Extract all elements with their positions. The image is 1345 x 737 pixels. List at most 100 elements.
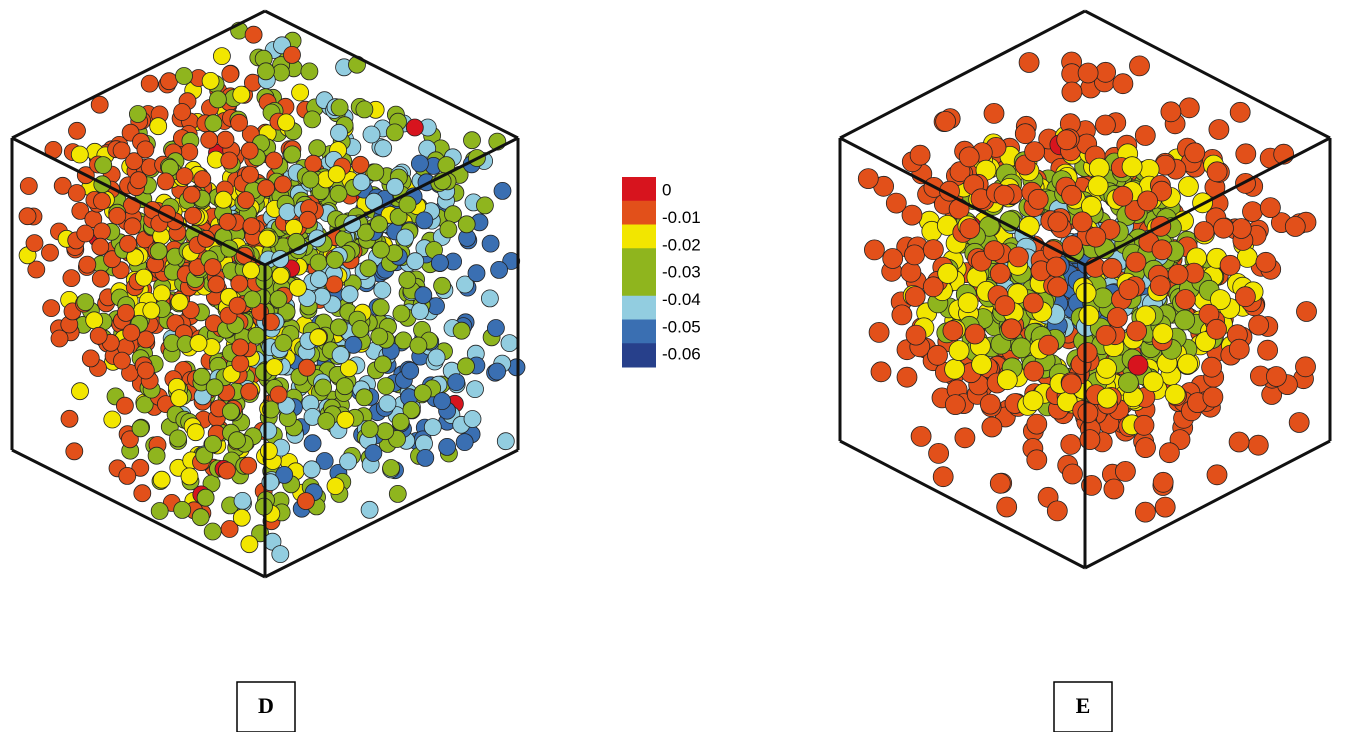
particle (205, 378, 224, 397)
particle (221, 65, 240, 83)
particle (133, 484, 152, 503)
particle (335, 377, 354, 396)
particle (1151, 239, 1173, 261)
particle (241, 165, 259, 184)
particle (857, 168, 879, 190)
particle (1095, 61, 1116, 83)
particle (493, 181, 512, 200)
particle (271, 545, 290, 563)
particle (1206, 464, 1228, 486)
particle (398, 195, 417, 214)
particle (1296, 301, 1317, 322)
particle (1077, 402, 1099, 424)
particle (981, 416, 1003, 438)
particle (1152, 323, 1174, 345)
particle (173, 500, 192, 519)
particle (1095, 324, 1117, 346)
particle (1010, 337, 1032, 359)
particle (204, 435, 222, 453)
particle (411, 302, 429, 321)
particle (1177, 353, 1198, 375)
colorbar-swatch (622, 272, 656, 297)
particle (274, 334, 293, 352)
particle (1135, 501, 1156, 523)
particle (885, 192, 907, 214)
particle (927, 344, 948, 366)
particle (480, 289, 499, 308)
particle (983, 103, 1005, 124)
panel-label: E (1076, 693, 1091, 718)
particle (204, 114, 223, 133)
particle (173, 103, 192, 121)
particle (385, 123, 404, 142)
particle (1206, 318, 1227, 340)
particle (300, 62, 319, 81)
particle (265, 358, 284, 377)
particle (958, 146, 980, 168)
particle (230, 274, 249, 293)
particle (247, 326, 266, 345)
particle (386, 177, 404, 196)
particle (170, 389, 189, 408)
particle (344, 335, 363, 354)
cube-edge (11, 9, 266, 140)
particle (339, 359, 358, 378)
particle (1022, 390, 1044, 412)
particle (1219, 254, 1241, 276)
particle (149, 117, 168, 136)
particle (373, 355, 392, 374)
cube-edge (264, 136, 519, 267)
particle (136, 140, 155, 159)
particle (156, 172, 175, 191)
particle (1257, 339, 1278, 361)
particle (1208, 119, 1230, 140)
particle (112, 141, 131, 160)
particle (93, 192, 111, 211)
particle (396, 228, 415, 247)
particle (76, 224, 95, 243)
particle (91, 269, 110, 288)
colorbar-label: -0.01 (662, 208, 701, 227)
particle (467, 264, 486, 283)
particle (870, 361, 892, 383)
particle (430, 253, 449, 272)
particle (303, 110, 322, 129)
particle (945, 394, 966, 416)
particle (78, 255, 97, 274)
particle (409, 336, 428, 355)
particle (352, 173, 371, 192)
particle (327, 165, 346, 184)
particle (1078, 305, 1100, 326)
particle (150, 502, 169, 520)
particle (259, 421, 278, 440)
particle (62, 269, 81, 288)
particle (1101, 257, 1123, 279)
particle (231, 338, 250, 357)
particle (1242, 201, 1263, 223)
particle (128, 105, 147, 123)
particle (475, 196, 494, 215)
particle (900, 261, 922, 283)
particle (314, 378, 333, 397)
particle (27, 260, 46, 279)
particle (1077, 62, 1099, 84)
particle (304, 154, 323, 173)
particle (94, 156, 113, 175)
particle (283, 145, 302, 164)
particle (922, 276, 944, 298)
particle (1038, 334, 1059, 356)
particle (89, 326, 108, 345)
colorbar-swatch (622, 248, 656, 273)
particle (240, 382, 259, 401)
particle (389, 207, 408, 226)
particle (118, 466, 137, 485)
particle (928, 442, 949, 464)
particle (242, 217, 261, 236)
particle (864, 239, 885, 261)
particle (402, 400, 421, 419)
particle (65, 442, 84, 461)
particle (1206, 161, 1228, 183)
cube-edge (1084, 136, 1331, 267)
particle (67, 184, 86, 202)
